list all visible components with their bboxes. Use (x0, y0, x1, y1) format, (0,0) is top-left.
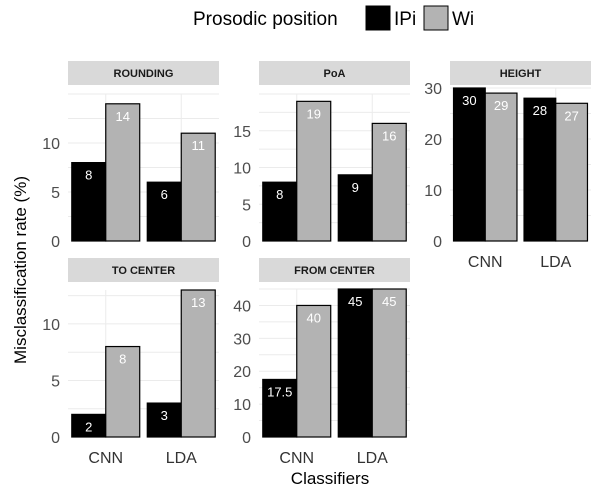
data-label: 9 (352, 180, 359, 195)
x-tick-label: LDA (540, 254, 571, 271)
y-tick-label: 0 (433, 234, 442, 251)
bar-ipi (452, 87, 486, 242)
legend-label-wi: Wi (452, 9, 474, 30)
legend: Prosodic position IPi Wi (193, 5, 474, 31)
bar-wi (371, 122, 407, 242)
data-label: 8 (276, 187, 283, 202)
legend-key-ipi (365, 5, 391, 31)
y-tick-label: 5 (51, 373, 60, 390)
data-label: 17.5 (267, 384, 292, 399)
data-label: 8 (85, 168, 92, 183)
facet-panel: PoA 8 19 9 16 0 5 10 15 (233, 61, 410, 251)
y-tick-label: 20 (233, 364, 251, 381)
y-tick-label: 30 (424, 81, 442, 98)
y-tick-label: 0 (242, 430, 251, 447)
x-tick-label: LDA (166, 450, 197, 467)
y-tick-label: 5 (242, 197, 251, 214)
facet-panel: HEIGHT 30 29 CNN 28 27 LDA 0 10 20 30 (424, 61, 591, 271)
bar-ipi (146, 402, 182, 438)
x-tick-label: CNN (468, 254, 503, 271)
bar-ipi (337, 288, 373, 438)
bar-wi (555, 102, 589, 242)
data-label: 6 (161, 187, 168, 202)
bar-wi (296, 100, 332, 242)
bar-wi (105, 103, 141, 242)
bar-wi (105, 345, 141, 438)
bar-wi (296, 304, 332, 438)
y-tick-label: 10 (42, 136, 60, 153)
y-tick-label: 40 (233, 298, 251, 315)
y-tick-label: 0 (51, 234, 60, 251)
facet-panel: TO CENTER 2 8 CNN 3 13 LDA 0 5 10 (42, 258, 219, 467)
data-label: 13 (191, 295, 205, 310)
data-label: 2 (85, 419, 92, 434)
data-label: 14 (116, 109, 130, 124)
facet-strip (68, 258, 219, 282)
legend-title: Prosodic position (193, 9, 338, 30)
data-label: 28 (533, 103, 547, 118)
data-label: 19 (307, 106, 321, 121)
facet-strip (68, 61, 219, 85)
facet-title: FROM CENTER (294, 265, 375, 277)
y-tick-label: 0 (242, 234, 251, 251)
bar-ipi (146, 181, 182, 242)
data-label: 27 (564, 108, 578, 123)
data-label: 45 (382, 294, 396, 309)
y-tick-label: 10 (424, 183, 442, 200)
bar-wi (180, 289, 216, 438)
data-label: 16 (382, 128, 396, 143)
x-tick-label: CNN (88, 450, 123, 467)
data-label: 45 (348, 294, 362, 309)
y-tick-label: 20 (424, 132, 442, 149)
bar-ipi (523, 97, 557, 242)
data-label: 40 (307, 310, 321, 325)
bar-wi (484, 92, 518, 242)
x-axis-title: Classifiers (291, 469, 369, 488)
x-tick-label: LDA (357, 450, 388, 467)
facet-title: TO CENTER (112, 265, 175, 277)
y-tick-label: 10 (233, 161, 251, 178)
y-axis-title: Misclassification rate (%) (11, 176, 30, 364)
y-tick-label: 10 (233, 397, 251, 414)
data-label: 30 (462, 93, 476, 108)
y-tick-label: 30 (233, 331, 251, 348)
bar-wi (371, 288, 407, 438)
data-label: 29 (494, 98, 508, 113)
facet-panel: ROUNDING 8 14 6 11 0 5 10 (42, 61, 219, 251)
y-tick-label: 5 (51, 185, 60, 202)
x-tick-label: CNN (279, 450, 314, 467)
bar-ipi (262, 181, 298, 242)
facet-title: HEIGHT (500, 68, 542, 80)
bar-wi (180, 132, 216, 242)
legend-key-wi (423, 5, 449, 31)
legend-label-ipi: IPi (394, 9, 416, 30)
facet-panel: FROM CENTER 17.5 40 CNN 45 45 LDA 0 10 20 30 40 (233, 258, 410, 467)
bar-ipi (262, 378, 298, 438)
facet-strip (259, 61, 410, 85)
y-tick-label: 0 (51, 430, 60, 447)
facet-title: PoA (324, 68, 346, 80)
data-label: 8 (119, 352, 126, 367)
facet-title: ROUNDING (114, 68, 174, 80)
data-label: 3 (161, 408, 168, 423)
data-label: 11 (191, 138, 205, 153)
facet-strip (450, 61, 591, 85)
y-tick-label: 15 (233, 124, 251, 141)
y-tick-label: 10 (42, 317, 60, 334)
facet-strip (259, 258, 410, 282)
